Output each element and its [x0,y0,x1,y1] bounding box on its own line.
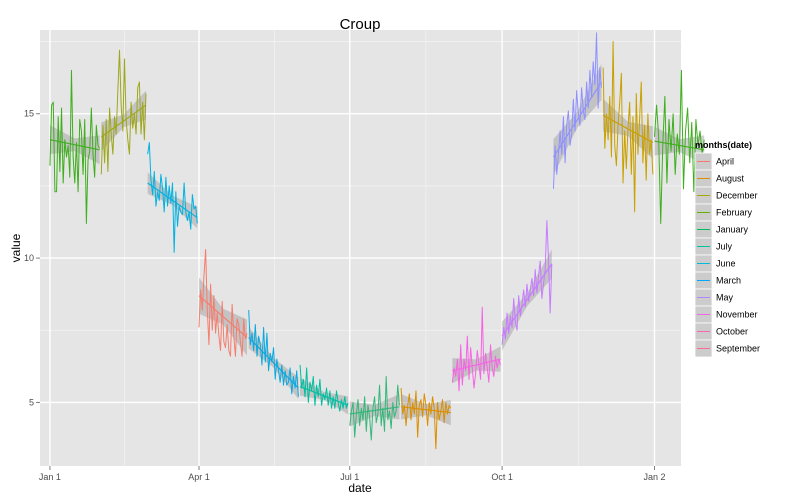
series-line-january [49,69,101,224]
x-axis-title: date [348,481,372,495]
x-tick-label: Oct 1 [491,472,513,482]
series-line-may [248,310,299,397]
y-axis-ticks: 5 10 15 [24,109,40,407]
y-tick-label: 5 [29,397,34,407]
trend-lines [49,81,705,415]
legend-label: April [716,157,734,167]
series-line-february [100,49,147,175]
trend-line-may [248,337,299,389]
trend-line-august [401,406,451,414]
trend-line-july [349,406,400,415]
series-line-december [602,41,654,213]
series-line-june [299,364,349,412]
series-line-january [654,69,705,224]
legend-label: May [716,293,734,303]
grid [40,30,681,466]
trend-line-january [654,140,705,151]
series-line-april [198,248,248,357]
series-line-october [501,220,553,345]
trend-line-december [602,114,654,144]
legend-label: June [716,259,736,269]
series-line-july [349,375,400,441]
y-axis-title: value [9,233,23,262]
series-line-august [400,388,452,450]
trend-line-january [49,139,100,151]
legend-label: November [716,310,758,320]
series-line-september [451,306,501,392]
trend-line-february [100,104,147,138]
x-tick-label: Jan 2 [643,472,665,482]
trend-line-march [147,182,198,219]
legend-label: December [716,191,758,201]
x-tick-label: Jan 1 [39,472,61,482]
trend-line-november [552,81,603,158]
panel-background [40,30,681,466]
trend-line-september [452,358,501,372]
y-tick-label: 15 [24,109,34,119]
legend: months(date) April August December February… [694,140,760,358]
legend-label: August [716,174,745,184]
series-lines [49,32,705,450]
trend-line-october [501,263,553,337]
legend-title: months(date) [695,140,752,150]
legend-label: September [716,344,760,354]
x-axis-ticks: Jan 1 Apr 1 Jul 1 Oct 1 Jan 2 [39,466,666,482]
series-line-november [552,32,602,189]
x-tick-label: Jul 1 [340,472,359,482]
legend-label: October [716,327,748,337]
chart-title: Croup [340,16,381,33]
y-tick-label: 10 [24,253,34,263]
legend-label: February [716,208,753,218]
trend-line-april [198,295,248,338]
x-tick-label: Apr 1 [188,472,210,482]
trend-line-june [299,386,349,406]
legend-label: July [716,242,733,252]
legend-label: March [716,276,741,286]
legend-label: January [716,225,749,235]
